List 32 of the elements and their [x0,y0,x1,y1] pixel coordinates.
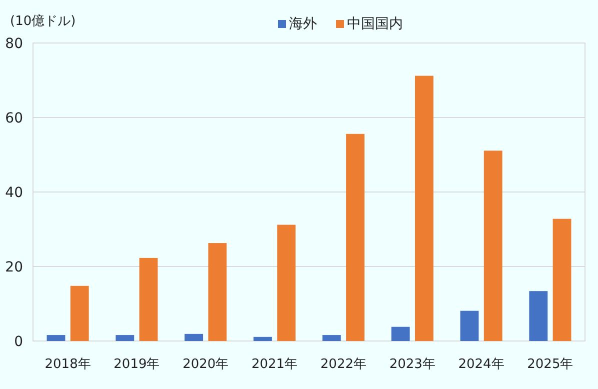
bar [277,224,296,341]
bar [391,326,410,341]
x-tick-label: 2021年 [251,357,298,372]
bar [552,218,572,341]
bar [70,286,89,341]
x-tick-label: 2025年 [527,357,574,372]
y-tick-label: 60 [5,110,23,126]
bar [414,76,434,341]
x-tick-label: 2019年 [114,357,160,372]
bar [184,334,204,341]
bar [116,335,134,341]
y-tick-label: 40 [5,184,23,201]
legend-label: 中国国内 [347,16,403,32]
bar [322,335,341,341]
bar [208,243,227,341]
bar [529,291,548,341]
y-tick-label: 20 [5,259,23,276]
x-tick-label: 2023年 [389,357,436,372]
bar [254,336,272,341]
x-tick-label: 2024年 [458,357,504,372]
y-tick-label: 0 [14,334,23,350]
bar [346,134,364,341]
bar [460,310,479,341]
bar [46,335,66,341]
bar [139,258,158,341]
y-tick-label: 80 [5,36,23,52]
legend-label: 海外 [289,16,317,32]
bar [484,150,502,341]
y-axis-title: (10億ドル) [10,14,76,29]
x-tick-label: 2020年 [182,357,229,372]
x-tick-label: 2022年 [320,357,367,372]
x-tick-label: 2018年 [44,357,91,372]
